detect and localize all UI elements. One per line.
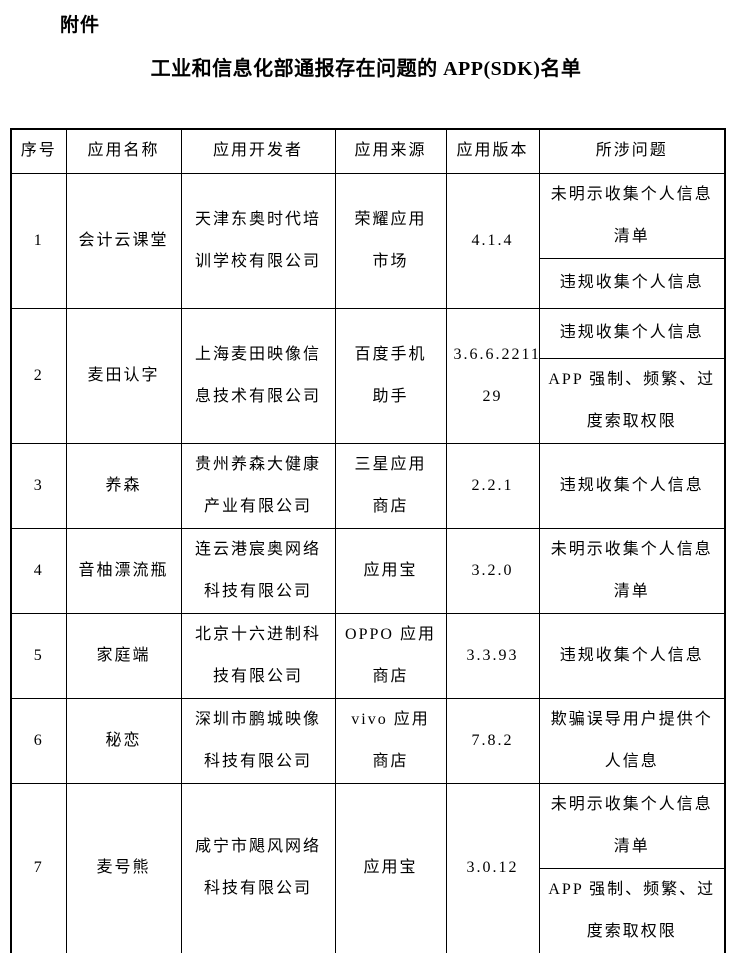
- cell-app-name: 会计云课堂: [65, 172, 182, 309]
- header-version: 应用版本: [445, 128, 540, 174]
- header-no: 序号: [10, 128, 67, 174]
- cell-no: 2: [10, 307, 67, 444]
- cell-no: 5: [10, 612, 67, 699]
- app-problem-table: 序号 应用名称 应用开发者 应用来源 应用版本 所涉问题 1 会计云课堂 天津东…: [10, 128, 726, 953]
- cell-app-name: 麦田认字: [65, 307, 182, 444]
- table-row: 5 家庭端 北京十六进制科 技有限公司 OPPO 应用 商店 3.3.93 违规…: [10, 612, 726, 699]
- cell-issue: 违规收集个人信息: [538, 307, 726, 359]
- cell-developer: 北京十六进制科 技有限公司: [180, 612, 336, 699]
- cell-no: 6: [10, 697, 67, 784]
- attachment-label: 附件: [60, 15, 101, 36]
- cell-developer: 连云港宸奥网络 科技有限公司: [180, 527, 336, 614]
- cell-issue: APP 强制、频繁、过 度索取权限: [538, 867, 726, 953]
- page-title: 工业和信息化部通报存在问题的 APP(SDK)名单: [150, 58, 582, 80]
- header-issues: 所涉问题: [538, 128, 726, 174]
- cell-developer: 上海麦田映像信 息技术有限公司: [180, 307, 336, 444]
- cell-issue: 未明示收集个人信息 清单: [538, 172, 726, 259]
- cell-version: 2.2.1: [445, 442, 540, 529]
- header-app-name: 应用名称: [65, 128, 182, 174]
- cell-developer: 天津东奥时代培 训学校有限公司: [180, 172, 336, 309]
- cell-developer: 贵州养森大健康 产业有限公司: [180, 442, 336, 529]
- cell-issue: 违规收集个人信息: [538, 442, 726, 529]
- table-row: 1 会计云课堂 天津东奥时代培 训学校有限公司 荣耀应用 市场 4.1.4 未明…: [10, 172, 726, 309]
- table-subrow: 违规收集个人信息: [11, 257, 726, 309]
- table-row: 3 养森 贵州养森大健康 产业有限公司 三星应用 商店 2.2.1 违规收集个人…: [10, 442, 726, 529]
- cell-no: 1: [10, 172, 67, 309]
- cell-app-name: 音柚漂流瓶: [65, 527, 182, 614]
- cell-app-name: 秘恋: [65, 697, 182, 784]
- cell-app-name: 麦号熊: [65, 782, 182, 953]
- cell-source: OPPO 应用 商店: [334, 612, 447, 699]
- cell-source: vivo 应用 商店: [334, 697, 447, 784]
- table-row: 4 音柚漂流瓶 连云港宸奥网络 科技有限公司 应用宝 3.2.0 未明示收集个人…: [10, 527, 726, 614]
- cell-developer: 咸宁市飓风网络 科技有限公司: [180, 782, 336, 953]
- cell-no: 3: [10, 442, 67, 529]
- cell-source: 应用宝: [334, 782, 447, 953]
- table-row: 7 麦号熊 咸宁市飓风网络 科技有限公司 应用宝 3.0.12 未明示收集个人信…: [10, 782, 726, 953]
- cell-issue: 欺骗误导用户提供个 人信息: [538, 697, 726, 784]
- cell-no: 7: [10, 782, 67, 953]
- cell-app-name: 家庭端: [65, 612, 182, 699]
- cell-version: 3.3.93: [445, 612, 540, 699]
- table-subrow: APP 强制、频繁、过 度索取权限: [11, 357, 726, 444]
- table-row: 2 麦田认字 上海麦田映像信 息技术有限公司 百度手机 助手 3.6.6.221…: [10, 307, 726, 444]
- cell-issue: 违规收集个人信息: [538, 612, 726, 699]
- header-source: 应用来源: [334, 128, 447, 174]
- cell-issue: APP 强制、频繁、过 度索取权限: [538, 357, 726, 444]
- cell-source: 三星应用 商店: [334, 442, 447, 529]
- table-header-row: 序号 应用名称 应用开发者 应用来源 应用版本 所涉问题: [10, 128, 726, 174]
- table-subrow: APP 强制、频繁、过 度索取权限: [11, 867, 726, 953]
- cell-issue: 未明示收集个人信息 清单: [538, 782, 726, 869]
- cell-source: 应用宝: [334, 527, 447, 614]
- cell-no: 4: [10, 527, 67, 614]
- cell-source: 荣耀应用 市场: [334, 172, 447, 309]
- cell-issue: 未明示收集个人信息 清单: [538, 527, 726, 614]
- header-developer: 应用开发者: [180, 128, 336, 174]
- cell-developer: 深圳市鹏城映像 科技有限公司: [180, 697, 336, 784]
- cell-source: 百度手机 助手: [334, 307, 447, 444]
- cell-issue: 违规收集个人信息: [538, 257, 726, 309]
- cell-app-name: 养森: [65, 442, 182, 529]
- cell-version: 3.6.6.2211 29: [445, 307, 540, 444]
- table-row: 6 秘恋 深圳市鹏城映像 科技有限公司 vivo 应用 商店 7.8.2 欺骗误…: [10, 697, 726, 784]
- cell-version: 4.1.4: [445, 172, 540, 309]
- cell-version: 3.2.0: [445, 527, 540, 614]
- cell-version: 3.0.12: [445, 782, 540, 953]
- cell-version: 7.8.2: [445, 697, 540, 784]
